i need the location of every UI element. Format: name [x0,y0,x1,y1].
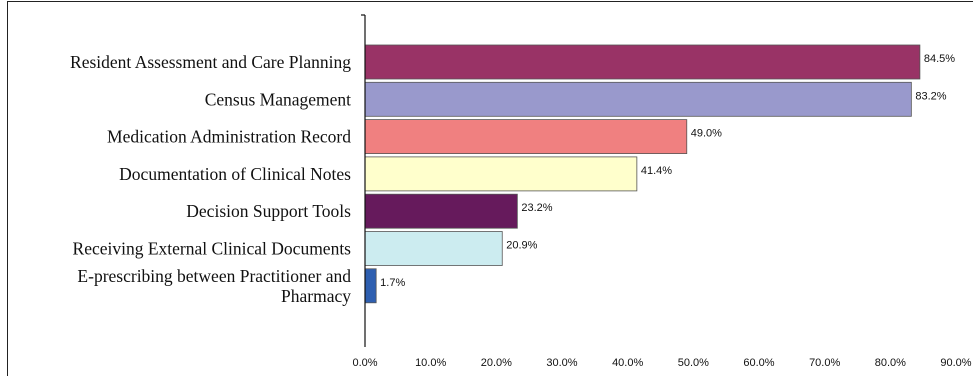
x-tick-label-7: 70.0% [809,357,840,369]
x-tick-label-6: 60.0% [743,357,774,369]
x-tick-label-2: 20.0% [481,357,512,369]
category-label-3: Documentation of Clinical Notes [119,164,351,184]
value-label-0: 84.5% [924,53,955,65]
value-label-3: 41.4% [641,165,672,177]
bar-3 [364,156,638,192]
x-tick-label-9: 90.0% [940,357,971,369]
bar-1 [364,81,912,117]
x-tick-label-4: 40.0% [612,357,643,369]
chart-frame [7,1,973,376]
value-label-1: 83.2% [915,90,946,102]
bar-4 [364,193,518,229]
category-label-2: Medication Administration Record [107,127,351,147]
category-label-6-line-0: E-prescribing between Practitioner and [77,266,351,286]
x-tick-label-0: 0.0% [352,357,377,369]
category-label-1: Census Management [205,89,351,109]
bar-5 [364,231,503,266]
category-label-5: Receiving External Clinical Documents [73,239,352,259]
value-label-4: 23.2% [521,202,552,214]
bar-6 [364,268,377,304]
value-label-2: 49.0% [691,128,722,140]
x-tick-label-5: 50.0% [678,357,709,369]
category-label-6-line-1: Pharmacy [281,286,351,306]
bar-2 [364,119,688,154]
category-label-4: Decision Support Tools [186,201,351,221]
x-tick-label-1: 10.0% [415,357,446,369]
x-tick-label-3: 30.0% [546,357,577,369]
category-label-0: Resident Assessment and Care Planning [70,52,351,72]
value-label-5: 20.9% [506,240,537,252]
x-tick-label-8: 80.0% [875,357,906,369]
bar-0 [364,44,921,80]
value-label-6: 1.7% [380,277,405,289]
